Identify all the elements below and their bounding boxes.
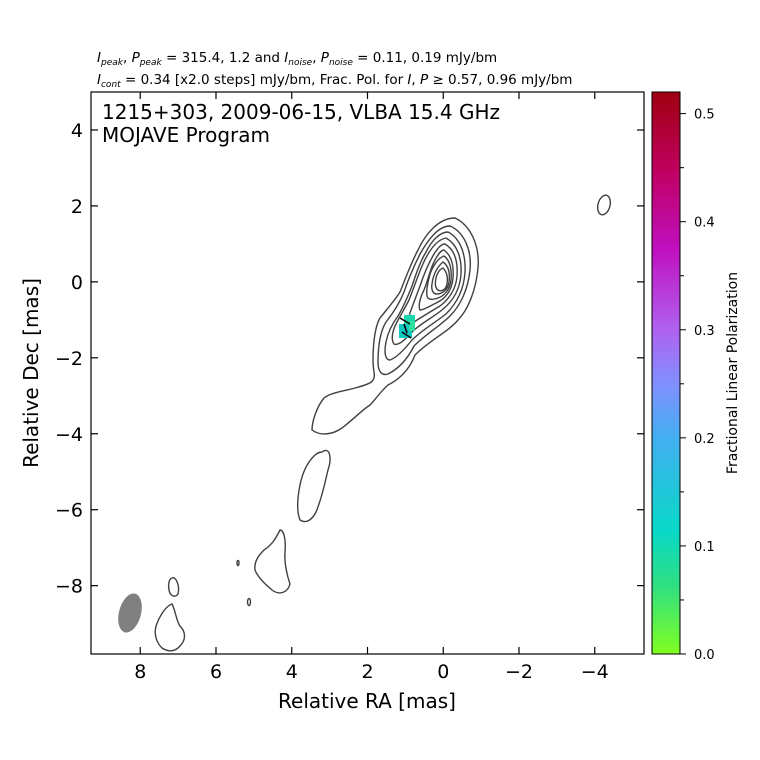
x-tick-label: −4 [581,661,609,683]
colorbar-tick-label: 0.4 [694,216,715,231]
x-tick-label: 8 [134,661,146,683]
contour-level-4 [391,237,462,346]
contour-jet-segment-3 [154,603,186,652]
colorbar-tick-label: 0.1 [694,540,715,555]
contour-level-7 [426,255,452,301]
contour-level-3 [384,231,466,361]
evpa-tick [399,317,411,325]
contour-level-9 [434,267,449,292]
header-line-2: Icont = 0.34 [x2.0 steps] mJy/bm, Frac. … [97,72,572,90]
x-tick-label: 4 [286,661,298,683]
y-tick-label: −2 [55,348,83,370]
x-tick-label: 2 [361,661,373,683]
contour-level-8 [431,261,451,295]
y-tick-label: 4 [71,120,83,142]
contour-jet-segment-2 [254,529,291,594]
colorbar [651,91,681,655]
y-axis-label: Relative Dec [mas] [19,278,43,468]
colorbar-tick-label: 0.5 [694,108,715,123]
contour-isolated-small-1 [236,559,240,567]
polarization-pixel [409,321,415,331]
polarization-pixel [404,315,415,324]
x-tick-label: 6 [210,661,222,683]
y-tick-label: −4 [55,424,83,446]
x-axis-label: Relative RA [mas] [278,689,456,713]
source-annotation: 1215+303, 2009-06-15, VLBA 15.4 GHz [102,100,500,124]
colorbar-tick-label: 0.3 [694,324,715,339]
plot-area [118,194,612,652]
contour-outer [311,217,479,435]
y-tick-label: 2 [71,196,83,218]
header-line-1: Ipeak, Ppeak = 315.4, 1.2 and Inoise, Pn… [97,50,497,68]
x-axis: 8 6 4 2 0 −2 −4 [134,92,609,683]
evpa-tick [401,331,412,339]
contour-isolated-small-2 [246,597,252,607]
y-tick-label: 0 [71,272,83,294]
contour-level-2 [377,225,471,376]
evpa-tick [403,323,408,334]
program-annotation: MOJAVE Program [102,123,270,147]
x-tick-label: −2 [505,661,533,683]
contour-level-6 [418,249,454,311]
colorbar-label: Fractional Linear Polarization [725,272,741,474]
y-axis: 4 2 0 −2 −4 −6 −8 [55,120,644,598]
y-tick-label: −6 [55,500,83,522]
y-tick-label: −8 [55,576,83,598]
colorbar-ticks: 0.0 0.1 0.2 0.3 0.4 0.5 [680,108,715,663]
contour-jet-segment-4 [167,577,180,597]
colorbar-tick-label: 0.2 [694,432,715,447]
plot-frame [90,91,645,655]
beam-ellipse [118,593,142,633]
x-tick-label: 0 [437,661,449,683]
contour-isolated-ne [596,194,612,216]
contour-jet-segment-1 [297,449,331,523]
colorbar-tick-label: 0.0 [694,648,715,663]
